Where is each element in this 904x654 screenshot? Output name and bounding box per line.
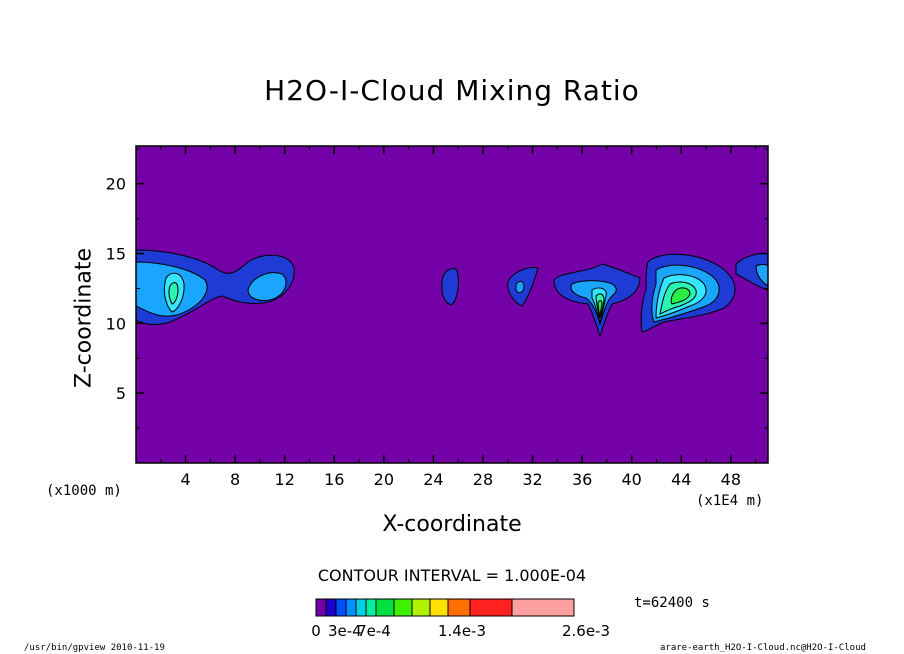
y-tick-label: 10	[106, 314, 126, 333]
legend-swatch	[429, 598, 449, 617]
legend-label: 7e-4	[357, 622, 391, 640]
x-axis-label: X-coordinate	[382, 512, 522, 537]
contour-region	[735, 253, 768, 291]
chart-title: H2O-I-Cloud Mixing Ratio	[264, 74, 640, 107]
legend-label: 0	[311, 622, 321, 640]
x-unit-label-right: (x1E4 m)	[696, 493, 764, 509]
y-axis-ticks: 5 10 15 20	[106, 148, 768, 429]
x-tick-label: 8	[230, 470, 240, 489]
x-tick-label: 48	[721, 470, 741, 489]
contour-region	[597, 300, 603, 317]
legend-swatch	[393, 598, 413, 617]
legend-label: 1.4e-3	[438, 622, 486, 640]
legend-swatch	[375, 598, 395, 617]
x-tick-label: 12	[275, 470, 295, 489]
legend-swatch	[365, 598, 377, 617]
x-tick-label: 16	[324, 470, 344, 489]
contour-region	[670, 287, 691, 305]
x-tick-label: 20	[374, 470, 394, 489]
legend-swatch	[355, 598, 367, 617]
legend-label: 3e-4	[328, 622, 362, 640]
contour-region	[168, 282, 179, 305]
x-unit-label: (x1000 m)	[46, 483, 122, 499]
contour-region	[247, 272, 287, 301]
x-tick-label: 32	[522, 470, 542, 489]
footer-source: arare-earth_H2O-I-Cloud.nc@H2O-I-Cloud	[660, 643, 866, 653]
x-axis-ticks: 4 8 12 16 20 24 28 32 36 40 44 48	[160, 146, 757, 489]
legend-swatch	[335, 598, 347, 617]
plot-frame	[135, 145, 769, 464]
legend-swatch	[325, 598, 337, 617]
contour-region	[441, 268, 459, 306]
contour-region	[515, 280, 525, 294]
footer-command: /usr/bin/gpview 2010-11-19	[24, 643, 165, 653]
legend-label: 2.6e-3	[562, 622, 610, 640]
y-tick-label: 20	[106, 175, 126, 194]
color-legend: 0 3e-47e-4 1.4e-3 2.6e-3	[311, 598, 610, 640]
y-axis-label: Z-coordinate	[71, 248, 97, 388]
x-tick-label: 36	[572, 470, 592, 489]
x-tick-label: 28	[473, 470, 493, 489]
contour-fills	[136, 249, 768, 338]
legend-swatch	[447, 598, 471, 617]
legend-swatch	[511, 598, 575, 617]
x-tick-label: 4	[180, 470, 190, 489]
contour-interval-label: CONTOUR INTERVAL = 1.000E-04	[317, 566, 587, 585]
contour-region	[755, 264, 768, 287]
time-label: t=62400 s	[634, 595, 710, 611]
legend-swatch	[469, 598, 513, 617]
legend-swatch	[315, 598, 327, 617]
legend-swatch	[345, 598, 357, 617]
y-tick-label: 15	[106, 245, 126, 264]
x-tick-label: 24	[423, 470, 443, 489]
y-tick-label: 5	[116, 384, 126, 403]
x-tick-label: 44	[671, 470, 691, 489]
x-tick-label: 40	[622, 470, 642, 489]
legend-swatch	[411, 598, 431, 617]
